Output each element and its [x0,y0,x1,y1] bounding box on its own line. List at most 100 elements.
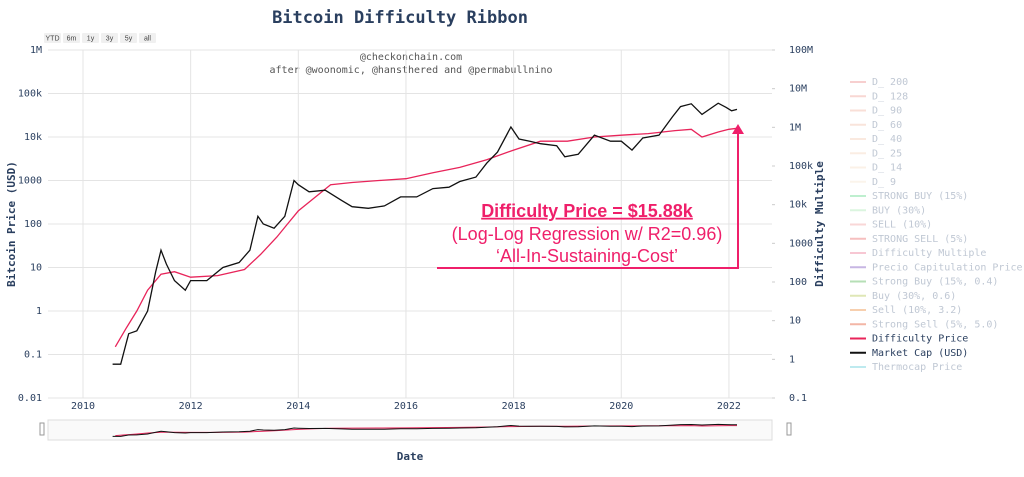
y2-tick-label: 100k [789,161,813,172]
legend-item[interactable]: Precio Capitulation Price [850,262,1023,273]
legend-item[interactable]: D_ 25 [850,148,902,159]
y2-tick-label: 10M [789,84,807,95]
y2-tick-label: 10 [789,316,801,327]
legend-label: D_ 25 [872,148,902,159]
legend-item[interactable]: STRONG BUY (15%) [850,191,968,202]
slider-line [112,423,738,437]
legend-item[interactable]: Difficulty Multiple [850,248,986,259]
chart-title: Bitcoin Difficulty Ribbon [272,8,528,28]
button-bg [120,33,137,43]
legend-item[interactable]: Strong Sell (5%, 5.0) [850,319,998,330]
legend-item[interactable]: D_ 200 [850,77,908,88]
button-label: 1y [87,35,95,42]
x-tick-label: 2022 [717,401,741,412]
button-bg [101,33,118,43]
y-tick-label: 0.01 [18,393,42,404]
button-bg [63,33,80,43]
legend-item[interactable]: Strong Buy (15%, 0.4) [850,277,998,288]
legend-label: Difficulty Multiple [872,248,986,259]
legend-item[interactable]: D_ 40 [850,134,902,145]
button-label: 3y [106,35,114,42]
x-tick-label: 2012 [179,401,203,412]
legend-item[interactable]: D_ 9 [850,177,896,188]
y-tick-label: 10 [30,263,42,274]
legend-label: Precio Capitulation Price [872,262,1023,273]
slider-handle[interactable] [39,422,45,436]
legend-label: D_ 14 [872,163,902,174]
x-axis-label: Date [397,450,424,463]
x-tick-label: 2010 [71,401,95,412]
legend-label: Sell (10%, 3.2) [872,305,962,316]
legend-label: STRONG BUY (15%) [872,191,968,202]
legend-label: D_ 60 [872,120,902,131]
legend-label: Strong Buy (15%, 0.4) [872,277,998,288]
legend-label: Difficulty Price [872,334,968,345]
legend-item[interactable]: Buy (30%, 0.6) [850,291,956,302]
y2-tick-label: 0.1 [789,393,807,404]
legend-label: Strong Sell (5%, 5.0) [872,319,998,330]
button-bg [44,33,61,43]
range-button[interactable]: 1y [82,33,99,43]
y2-tick-label: 1000 [789,238,813,249]
legend-item[interactable]: D_ 60 [850,120,902,131]
legend-item[interactable]: STRONG SELL (5%) [850,234,968,245]
y2-axis-label: Difficulty Multiple [813,161,826,287]
legend-label: Market Cap (USD) [872,348,968,359]
range-button[interactable]: 6m [63,33,80,43]
range-button[interactable]: YTD [44,33,61,43]
y-tick-label: 100k [18,89,42,100]
series-line [114,127,738,348]
y-tick-label: 100 [24,219,42,230]
series-line [112,102,738,365]
button-bg [82,33,99,43]
legend-item[interactable]: Difficulty Price [850,334,968,345]
annotation-arrow [437,132,739,269]
legend-item[interactable]: SELL (10%) [850,220,932,231]
y-tick-label: 10k [24,132,42,143]
legend-label: BUY (30%) [872,205,926,216]
legend-item[interactable]: Sell (10%, 3.2) [850,305,962,316]
legend-label: Buy (30%, 0.6) [872,291,956,302]
x-tick-label: 2018 [502,401,526,412]
legend-item[interactable]: D_ 128 [850,91,908,102]
legend-label: D_ 128 [872,91,908,102]
legend-label: D_ 90 [872,106,902,117]
button-label: 6m [67,35,77,42]
range-button[interactable]: all [139,33,156,43]
range-slider[interactable] [47,419,773,441]
y-tick-label: 1M [30,45,42,56]
y-axis-label: Bitcoin Price (USD) [5,161,18,287]
legend-label: STRONG SELL (5%) [872,234,968,245]
y-tick-label: 1 [36,306,42,317]
y2-tick-label: 10k [789,200,807,211]
button-label: 5y [125,35,133,42]
legend-label: D_ 200 [872,77,908,88]
y-tick-label: 0.1 [24,350,42,361]
legend-item[interactable]: D_ 14 [850,163,902,174]
y2-tick-label: 1M [789,122,801,133]
slider-handle[interactable] [786,422,792,436]
annotation-title: Difficulty Price = $15.88k [481,201,694,221]
button-label: YTD [46,35,60,42]
legend-label: SELL (10%) [872,220,932,231]
legend-item[interactable]: BUY (30%) [850,205,926,216]
x-tick-label: 2016 [394,401,418,412]
legend-item[interactable]: Market Cap (USD) [850,348,968,359]
subtitle: @checkonchain.com [360,52,462,63]
range-button[interactable]: 5y [120,33,137,43]
y2-tick-label: 1 [789,354,795,365]
legend-item[interactable]: D_ 90 [850,106,902,117]
x-tick-label: 2020 [609,401,633,412]
annotation-line: ‘All-In-Sustaining-Cost’ [496,246,678,266]
legend-label: Thermocap Price [872,362,962,373]
legend-item[interactable]: Thermocap Price [850,362,962,373]
legend-label: D_ 9 [872,177,896,188]
button-label: all [144,35,151,42]
subtitle: after @woonomic, @hansthered and @permab… [270,65,553,76]
range-button[interactable]: 3y [101,33,118,43]
button-bg [139,33,156,43]
annotation-line: (Log-Log Regression w/ R2=0.96) [452,224,723,244]
y-tick-label: 1000 [18,176,42,187]
x-tick-label: 2014 [286,401,310,412]
